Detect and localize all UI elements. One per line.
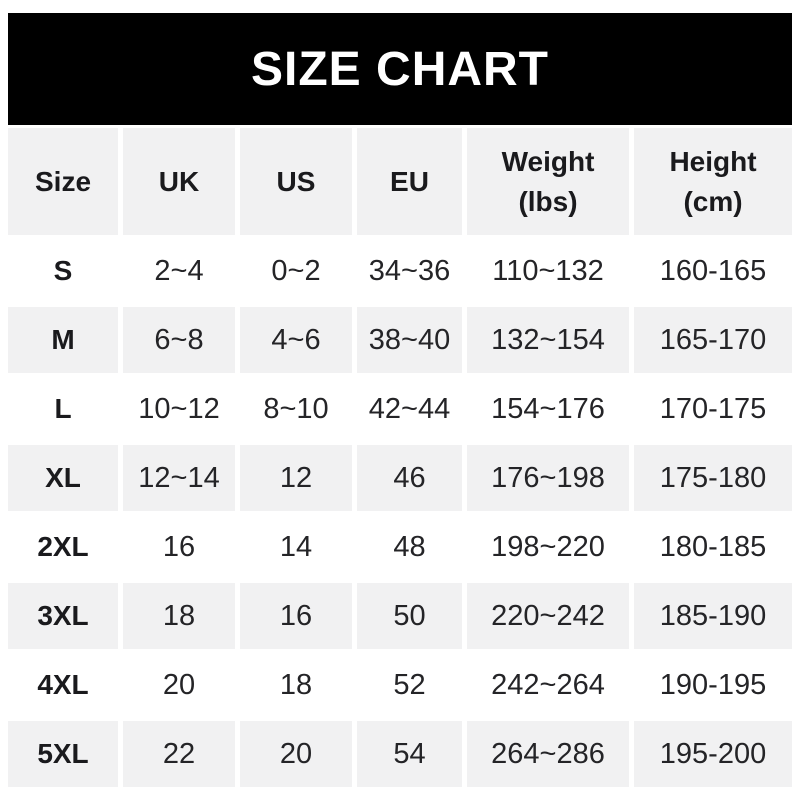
uk-cell: 20	[123, 652, 235, 718]
size-cell: XL	[8, 445, 118, 511]
table-header-row: Size UK US EU Weight (lbs) Height (cm)	[8, 128, 792, 235]
us-cell: 18	[240, 652, 352, 718]
size-cell: 3XL	[8, 583, 118, 649]
size-chart-table: Size UK US EU Weight (lbs) Height (cm) S…	[8, 128, 792, 787]
uk-cell: 12~14	[123, 445, 235, 511]
banner: SIZE CHART	[8, 13, 792, 125]
uk-cell: 18	[123, 583, 235, 649]
us-cell: 16	[240, 583, 352, 649]
table-row-l: L 10~12 8~10 42~44 154~176 170-175	[8, 376, 792, 442]
size-cell: 2XL	[8, 514, 118, 580]
column-header-eu-label: EU	[390, 165, 429, 197]
uk-cell: 6~8	[123, 307, 235, 373]
us-cell: 12	[240, 445, 352, 511]
uk-cell: 2~4	[123, 238, 235, 304]
height-cell: 180-185	[634, 514, 792, 580]
eu-cell: 38~40	[357, 307, 462, 373]
size-cell: 4XL	[8, 652, 118, 718]
uk-cell: 22	[123, 721, 235, 787]
weight-cell: 110~132	[467, 238, 629, 304]
us-cell: 0~2	[240, 238, 352, 304]
table-row-m: M 6~8 4~6 38~40 132~154 165-170	[8, 307, 792, 373]
column-header-uk: UK	[123, 128, 235, 235]
table-row-5xl: 5XL 22 20 54 264~286 195-200	[8, 721, 792, 787]
us-cell: 8~10	[240, 376, 352, 442]
weight-cell: 154~176	[467, 376, 629, 442]
size-cell: 5XL	[8, 721, 118, 787]
us-cell: 4~6	[240, 307, 352, 373]
height-cell: 190-195	[634, 652, 792, 718]
eu-cell: 42~44	[357, 376, 462, 442]
uk-cell: 16	[123, 514, 235, 580]
column-header-weight: Weight (lbs)	[467, 128, 629, 235]
eu-cell: 54	[357, 721, 462, 787]
height-cell: 165-170	[634, 307, 792, 373]
us-cell: 20	[240, 721, 352, 787]
height-cell: 170-175	[634, 376, 792, 442]
column-header-eu: EU	[357, 128, 462, 235]
height-cell: 195-200	[634, 721, 792, 787]
weight-cell: 242~264	[467, 652, 629, 718]
column-header-us-label: US	[276, 165, 316, 197]
column-header-height: Height (cm)	[634, 128, 792, 235]
eu-cell: 52	[357, 652, 462, 718]
column-header-size: Size	[8, 128, 118, 235]
table-row-3xl: 3XL 18 16 50 220~242 185-190	[8, 583, 792, 649]
height-cell: 185-190	[634, 583, 792, 649]
weight-cell: 132~154	[467, 307, 629, 373]
height-cell: 175-180	[634, 445, 792, 511]
size-cell: S	[8, 238, 118, 304]
eu-cell: 34~36	[357, 238, 462, 304]
weight-cell: 176~198	[467, 445, 629, 511]
table-row-4xl: 4XL 20 18 52 242~264 190-195	[8, 652, 792, 718]
weight-cell: 198~220	[467, 514, 629, 580]
size-cell: L	[8, 376, 118, 442]
table-row-xl: XL 12~14 12 46 176~198 175-180	[8, 445, 792, 511]
size-cell: M	[8, 307, 118, 373]
eu-cell: 46	[357, 445, 462, 511]
table-row-2xl: 2XL 16 14 48 198~220 180-185	[8, 514, 792, 580]
height-cell: 160-165	[634, 238, 792, 304]
us-cell: 14	[240, 514, 352, 580]
uk-cell: 10~12	[123, 376, 235, 442]
table-row-s: S 2~4 0~2 34~36 110~132 160-165	[8, 238, 792, 304]
page-title: SIZE CHART	[251, 42, 549, 96]
column-header-height-label: Height (cm)	[669, 145, 757, 217]
column-header-size-label: Size	[34, 165, 92, 197]
column-header-uk-label: UK	[158, 165, 200, 197]
column-header-weight-label: Weight (lbs)	[501, 145, 595, 217]
weight-cell: 220~242	[467, 583, 629, 649]
weight-cell: 264~286	[467, 721, 629, 787]
eu-cell: 50	[357, 583, 462, 649]
eu-cell: 48	[357, 514, 462, 580]
column-header-us: US	[240, 128, 352, 235]
